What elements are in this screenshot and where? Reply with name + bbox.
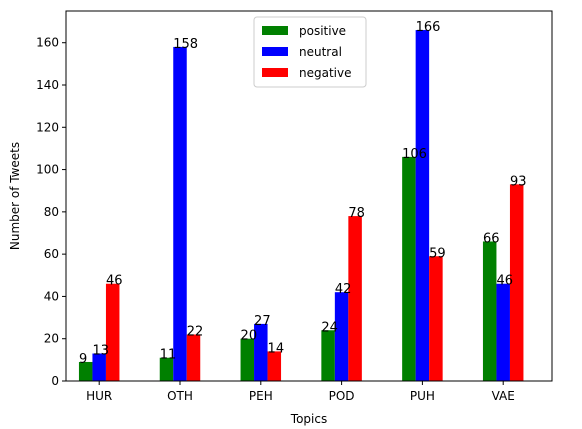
bar-positive-vae xyxy=(482,241,497,381)
x-axis-label: Topics xyxy=(290,412,327,426)
x-tick-label-hur: HUR xyxy=(86,389,112,403)
value-label-neutral-peh: 27 xyxy=(254,314,271,329)
bar-neutral-puh xyxy=(415,30,430,382)
bar-neutral-peh xyxy=(254,323,268,381)
value-label-negative-vae: 93 xyxy=(510,174,527,189)
bar-negative-hur xyxy=(105,283,120,381)
bar-neutral-hur xyxy=(92,353,106,381)
y-tick-label: 140 xyxy=(36,78,59,92)
value-label-negative-pod: 78 xyxy=(348,206,365,221)
bar-negative-oth xyxy=(186,334,201,381)
bar-neutral-oth xyxy=(173,46,187,381)
bar-negative-vae xyxy=(509,184,524,381)
y-axis: 0 20 40 60 80 100 120 140 160 xyxy=(36,36,66,388)
bar-positive-oth xyxy=(159,357,174,381)
x-tick-label-oth: OTH xyxy=(167,389,193,403)
legend-swatch-negative xyxy=(262,68,288,77)
value-label-negative-oth: 22 xyxy=(187,324,204,339)
bar-positive-puh xyxy=(402,156,416,381)
bar-negative-pod xyxy=(348,216,362,381)
bar-negative-peh xyxy=(267,351,282,381)
value-label-neutral-pod: 42 xyxy=(335,282,352,297)
bar-positive-peh xyxy=(240,338,255,381)
y-tick-label: 120 xyxy=(36,120,59,134)
x-axis: HUR OTH PEH POD PUH VAE xyxy=(86,381,515,403)
x-tick-label-vae: VAE xyxy=(492,389,515,403)
value-label-positive-pod: 24 xyxy=(321,320,338,335)
value-label-neutral-puh: 166 xyxy=(416,20,441,35)
value-label-positive-hur: 9 xyxy=(79,352,87,367)
plot-frame xyxy=(65,10,553,382)
value-label-negative-hur: 46 xyxy=(106,274,123,289)
legend-label-positive: positive xyxy=(299,24,346,38)
value-label-neutral-vae: 46 xyxy=(496,274,513,289)
x-tick-label-peh: PEH xyxy=(249,389,273,403)
legend-swatch-positive xyxy=(262,26,288,35)
value-label-positive-vae: 66 xyxy=(483,231,500,246)
value-label-negative-peh: 14 xyxy=(268,341,285,356)
value-label-neutral-hur: 13 xyxy=(92,344,109,359)
bar-positive-pod xyxy=(321,330,335,381)
legend-swatch-neutral xyxy=(262,47,288,56)
y-tick-label: 40 xyxy=(44,289,59,303)
y-tick-label: 0 xyxy=(51,374,59,388)
bar-neutral-pod xyxy=(334,292,349,381)
y-tick-label: 60 xyxy=(44,247,59,261)
y-axis-label: Number of Tweets xyxy=(8,142,22,250)
bar-neutral-vae xyxy=(496,283,510,381)
value-label-positive-peh: 20 xyxy=(241,329,258,344)
bar-negative-puh xyxy=(429,256,443,381)
y-tick-label: 20 xyxy=(44,332,59,346)
value-label-positive-oth: 11 xyxy=(160,348,177,363)
x-tick-label-puh: PUH xyxy=(410,389,435,403)
y-tick-label: 80 xyxy=(44,205,59,219)
legend-label-negative: negative xyxy=(299,66,351,80)
value-label-positive-puh: 106 xyxy=(402,147,427,162)
y-tick-label: 100 xyxy=(36,163,59,177)
x-tick-label-pod: POD xyxy=(329,389,355,403)
bar-positive-hur xyxy=(78,361,93,381)
legend: positive neutral negative xyxy=(253,16,367,88)
legend-label-neutral: neutral xyxy=(299,45,342,59)
bars-layer xyxy=(78,30,524,382)
value-label-neutral-oth: 158 xyxy=(173,37,198,52)
value-label-negative-puh: 59 xyxy=(429,246,446,261)
y-tick-label: 160 xyxy=(36,36,59,50)
